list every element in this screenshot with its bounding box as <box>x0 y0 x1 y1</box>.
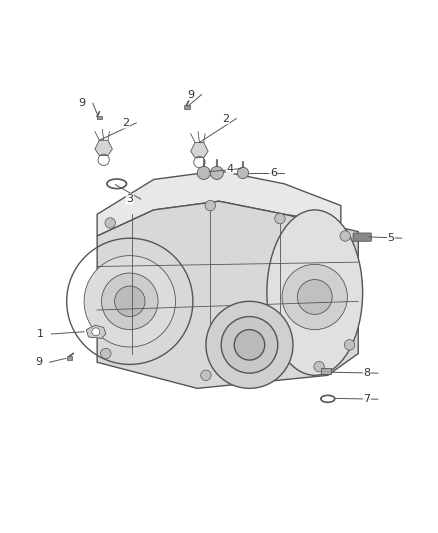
Text: 9: 9 <box>187 90 194 100</box>
Text: 2: 2 <box>122 118 129 128</box>
Circle shape <box>297 279 332 314</box>
Circle shape <box>92 328 100 336</box>
Bar <box>184 106 190 109</box>
Circle shape <box>210 166 223 180</box>
Circle shape <box>344 340 355 350</box>
Circle shape <box>197 166 210 180</box>
Text: 5: 5 <box>388 233 394 243</box>
Circle shape <box>275 213 285 224</box>
Polygon shape <box>97 171 341 236</box>
Circle shape <box>84 256 176 347</box>
Circle shape <box>201 370 211 381</box>
Circle shape <box>340 231 350 241</box>
FancyBboxPatch shape <box>353 233 371 241</box>
Bar <box>97 116 102 119</box>
Circle shape <box>102 273 158 329</box>
Circle shape <box>206 301 293 389</box>
Text: 2: 2 <box>222 114 229 124</box>
Text: 9: 9 <box>78 98 85 108</box>
Circle shape <box>221 317 278 373</box>
Circle shape <box>105 218 116 228</box>
Polygon shape <box>97 201 358 389</box>
Text: 8: 8 <box>364 368 371 378</box>
Text: 6: 6 <box>270 168 277 178</box>
Circle shape <box>237 167 249 179</box>
Circle shape <box>115 286 145 317</box>
Text: 4: 4 <box>226 164 233 174</box>
Circle shape <box>101 349 111 359</box>
Polygon shape <box>86 325 106 338</box>
Text: 1: 1 <box>37 329 44 339</box>
Circle shape <box>234 329 265 360</box>
Bar <box>321 368 331 374</box>
Circle shape <box>205 200 215 211</box>
Circle shape <box>314 361 324 372</box>
Polygon shape <box>95 140 113 156</box>
Text: 3: 3 <box>126 194 133 204</box>
Bar <box>67 356 72 360</box>
Polygon shape <box>191 142 208 158</box>
Text: 7: 7 <box>364 394 371 404</box>
Text: 9: 9 <box>35 357 42 367</box>
Ellipse shape <box>267 210 363 375</box>
Circle shape <box>282 264 347 329</box>
